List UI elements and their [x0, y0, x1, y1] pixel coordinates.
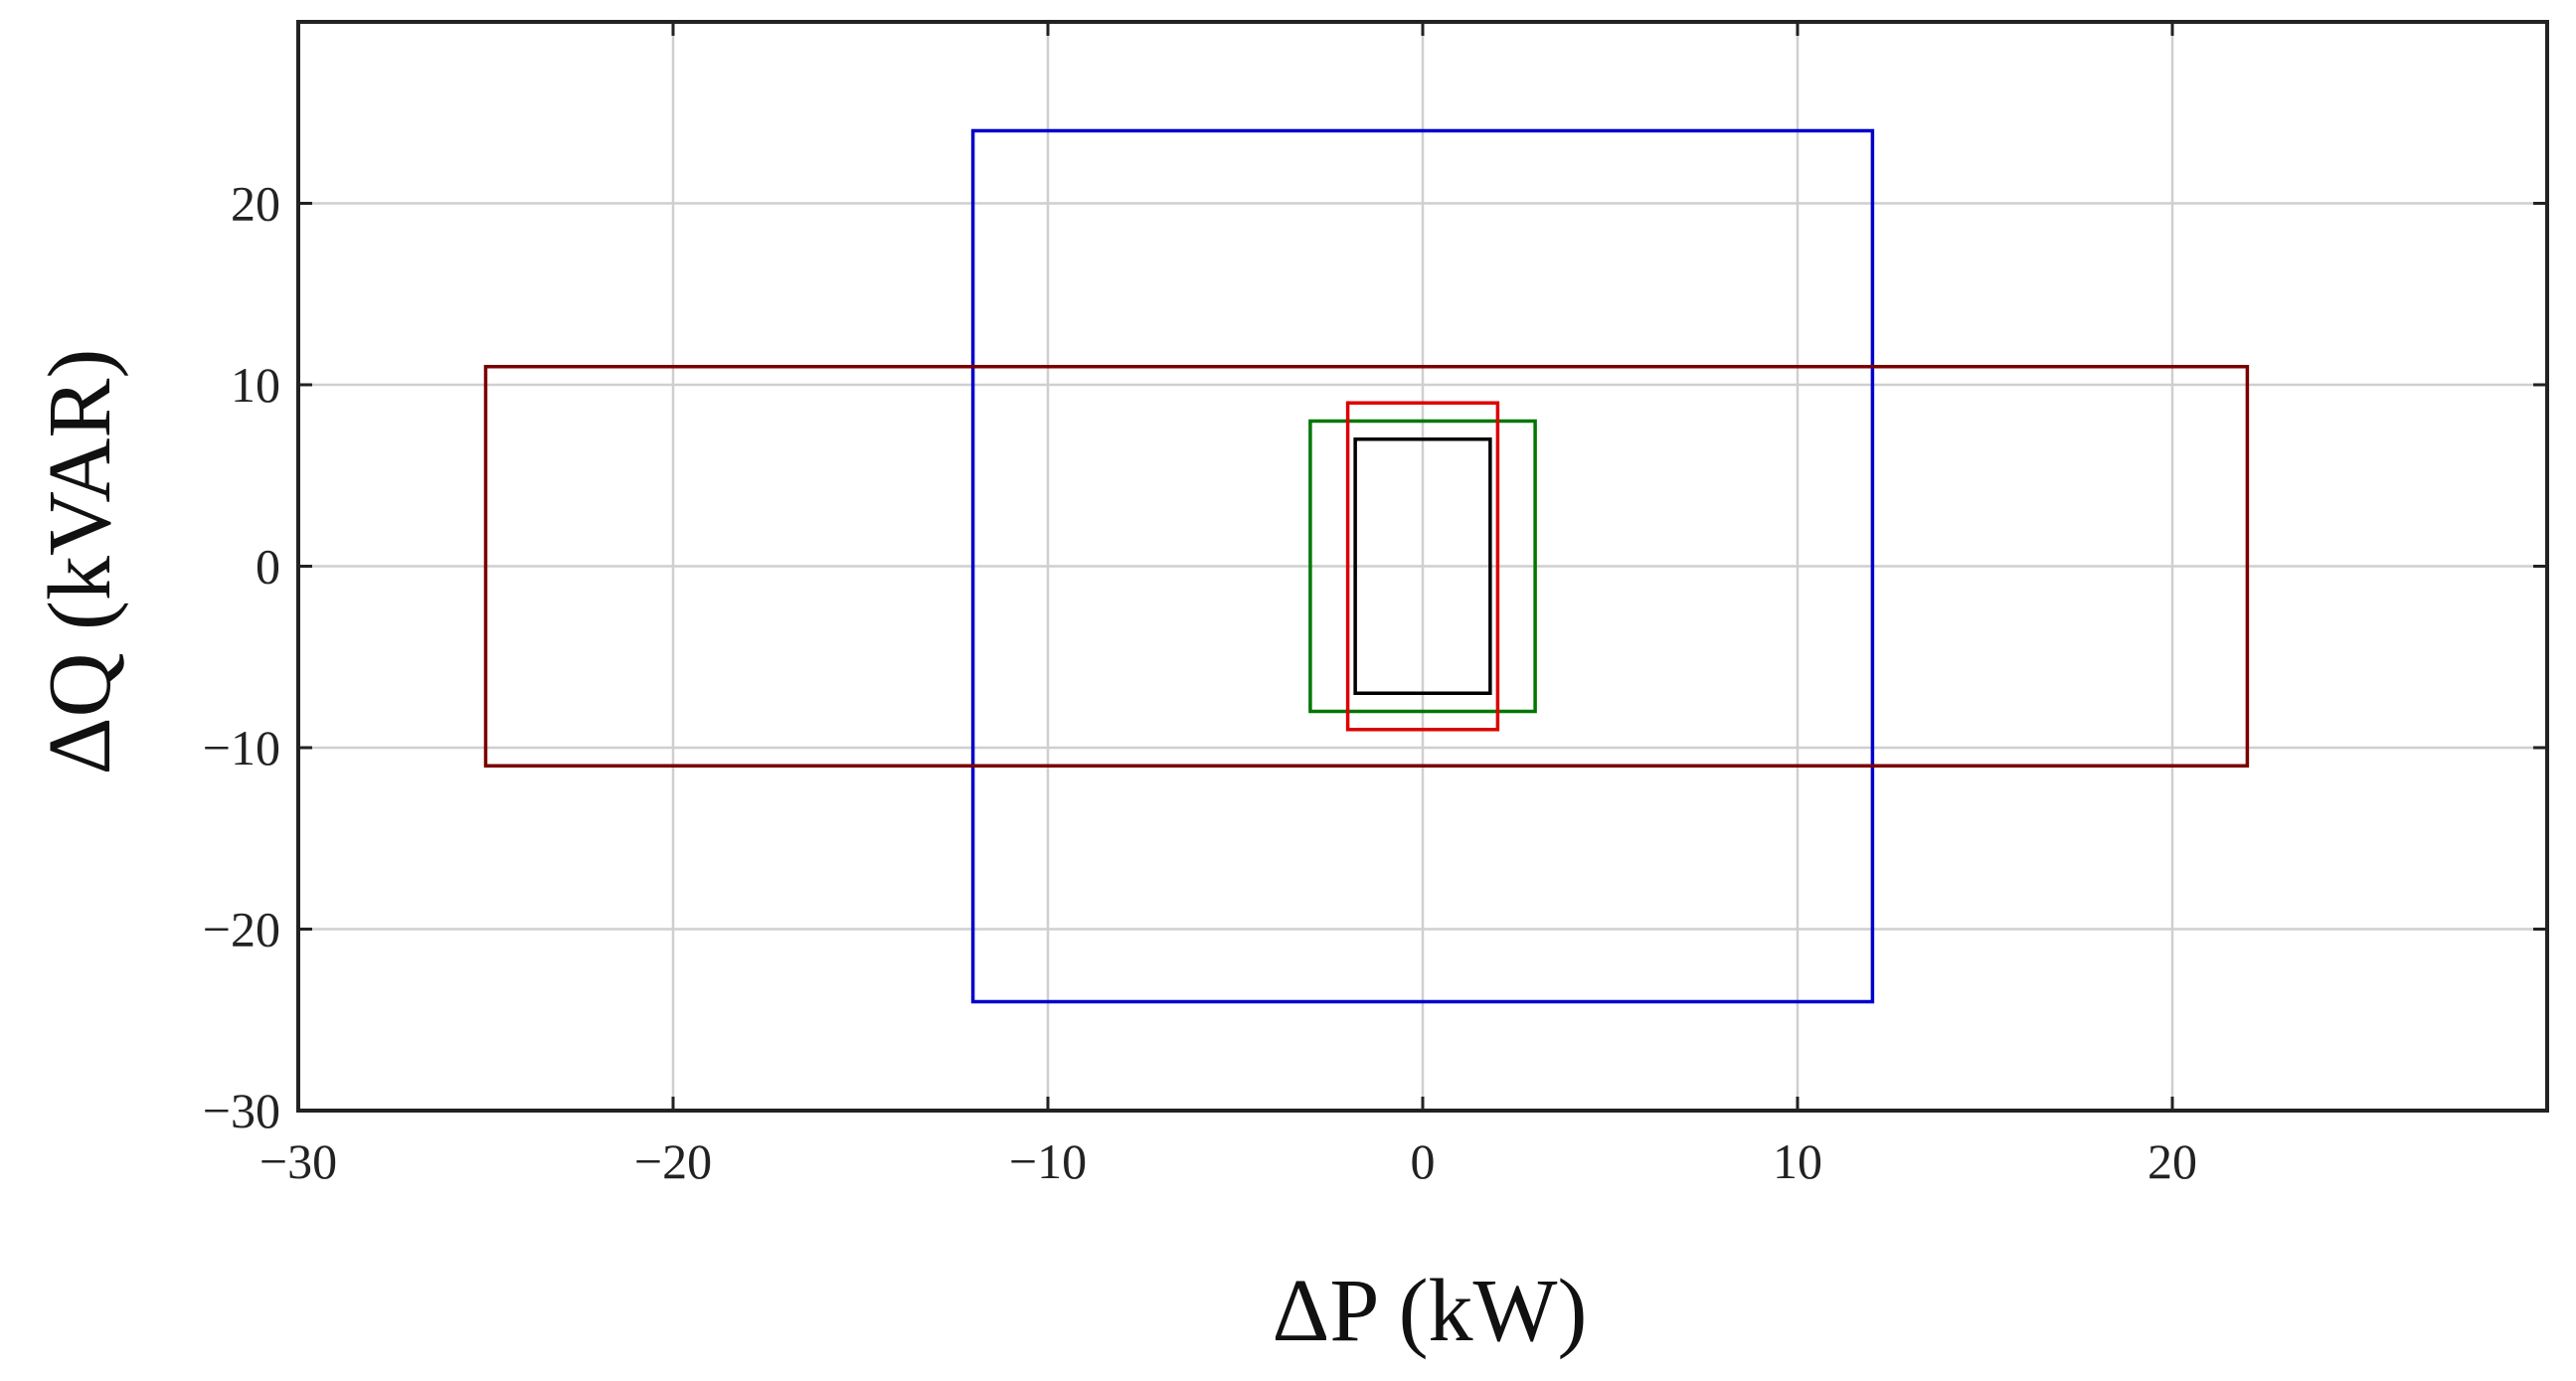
series-rect-2: [483, 365, 2250, 768]
series-rect-1: [970, 128, 1875, 1004]
series-rect-5: [1353, 437, 1492, 695]
y-axis-title: ΔQ (kVAR): [31, 349, 129, 776]
x-tick-label: 0: [1411, 1133, 1436, 1189]
y-tick-label: 0: [256, 539, 280, 595]
y-tick-label: −10: [203, 720, 280, 776]
tick-marks: [296, 22, 2547, 1113]
y-tick-labels: −30 −20 −10 0 10 20: [203, 176, 280, 1139]
y-tick-label: 10: [231, 357, 280, 413]
y-tick-label: 20: [231, 176, 280, 232]
series-rect-3: [1308, 419, 1537, 714]
x-tick-label: 20: [2147, 1133, 2197, 1189]
series-rect-4: [1345, 401, 1500, 732]
x-tick-labels: −30 −20 −10 0 10 20: [259, 1133, 2197, 1189]
grid-lines: [298, 22, 2547, 1111]
y-tick-label: −30: [203, 1083, 280, 1138]
x-tick-label: −30: [259, 1133, 337, 1189]
series-rectangles: [483, 128, 2250, 1004]
x-tick-label: 10: [1773, 1133, 1822, 1189]
x-tick-label: −20: [634, 1133, 712, 1189]
x-axis-title: ΔP (kW): [1273, 1262, 1588, 1360]
y-tick-label: −20: [203, 902, 280, 957]
x-tick-label: −10: [1009, 1133, 1087, 1189]
